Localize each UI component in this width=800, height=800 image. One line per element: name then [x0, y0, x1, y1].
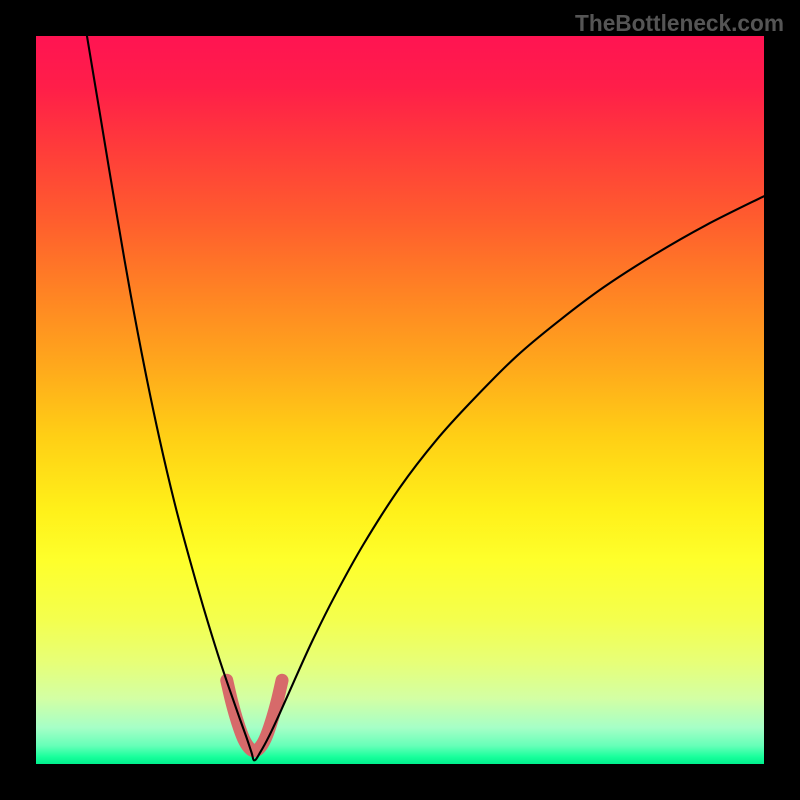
- plot-svg: [36, 36, 764, 764]
- chart-root: TheBottleneck.com: [0, 0, 800, 800]
- watermark-text: TheBottleneck.com: [575, 10, 784, 37]
- plot-area: [36, 36, 764, 764]
- gradient-background: [36, 36, 764, 764]
